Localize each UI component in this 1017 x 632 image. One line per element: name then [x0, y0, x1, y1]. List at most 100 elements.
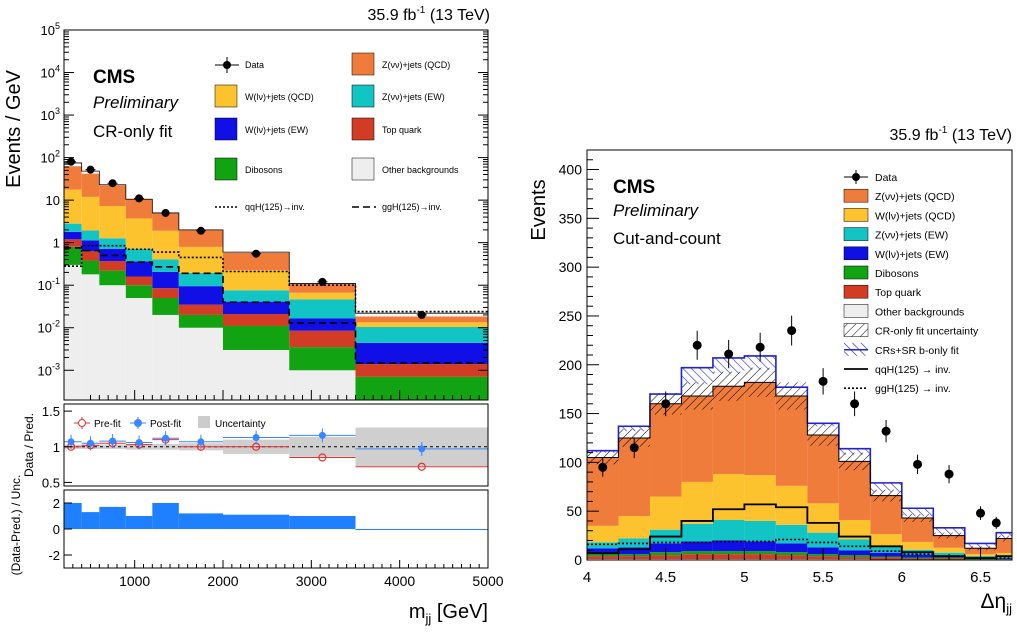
- legend-6-swatch: [214, 157, 238, 181]
- legend-3-swatch: [351, 84, 375, 108]
- y-tick-label: 104: [41, 64, 60, 81]
- bar-top-quark: [355, 364, 488, 377]
- bar-other-backgrounds: [64, 264, 82, 400]
- legend-0-swatch: [223, 61, 231, 69]
- bar-w-l---jets--qcd-: [81, 196, 100, 231]
- x-tick-label: 4.5: [655, 569, 676, 586]
- legend-1-swatch: [843, 188, 869, 203]
- bar-dibosons: [744, 551, 776, 555]
- bar-w-l---jets--qcd-: [587, 525, 619, 543]
- left-legend: Data Z(νν)+jets (QCD) W(lν)+jets (QCD) Z(νν…: [214, 52, 459, 212]
- bonly-hatch: [838, 448, 871, 455]
- postfit-point: [318, 431, 326, 439]
- left-chart: 35.9 fb-1 (13 TeV) 10-310-210-1110102103…: [3, 5, 504, 626]
- ratio-legend-label: Pre-fit: [94, 419, 121, 430]
- legend-1-label: Z(νν)+jets (QCD): [875, 191, 955, 203]
- bar-w-l---jets--qcd-: [681, 481, 713, 524]
- bar-dibosons: [178, 314, 223, 328]
- legend-3-label: Z(νν)+jets (EW): [382, 92, 445, 102]
- pull-bar: [355, 529, 488, 530]
- bonly-hatch: [901, 508, 934, 517]
- data-point: [252, 249, 261, 258]
- legend-8-label: qqH(125)→inv.: [245, 202, 305, 212]
- legend-11-label: ggH(125) → inv.: [875, 383, 951, 395]
- bar-z-----jets--ew-: [681, 523, 713, 542]
- x-tick-label: 6.5: [970, 569, 991, 586]
- bar-w-l---jets--qcd-: [223, 270, 290, 291]
- x-tick-label: 1000: [119, 573, 150, 589]
- data-point: [629, 443, 639, 453]
- bar-z-----jets--qcd-: [64, 166, 82, 190]
- data-point: [991, 518, 1001, 528]
- bar-z-----jets--qcd-: [681, 396, 713, 482]
- bar-w-l---jets--ew-: [81, 240, 100, 252]
- bar-w-l---jets--qcd-: [933, 547, 965, 553]
- prefit-point: [417, 462, 426, 471]
- bar-z-----jets--ew-: [64, 223, 82, 232]
- legend-6-label: Top quark: [875, 287, 922, 299]
- bar-dibosons: [775, 552, 808, 556]
- bar-z-----jets--qcd-: [870, 495, 902, 535]
- right-y-axis-label: Events: [528, 179, 550, 240]
- bar-z-----jets--qcd-: [838, 461, 871, 520]
- legend-7-label: Other backgrounds: [382, 165, 459, 175]
- legend-7-swatch: [351, 157, 375, 181]
- ratio-legend-label: Post-fit: [150, 419, 181, 430]
- right-chart: 35.9 fb-1 (13 TeV) 0 50 100 150 200 250 300 350…: [528, 125, 1013, 616]
- y-tick-label: 50: [566, 503, 582, 519]
- right-legend: Data Z(νν)+jets (QCD) W(lν)+jets (QCD) Z(νν…: [843, 170, 979, 395]
- ggH-signal-line: [64, 247, 488, 364]
- y-tick-label: 250: [559, 308, 583, 324]
- x-tick-label: 4: [583, 569, 591, 586]
- bar-w-l---jets--qcd-: [178, 246, 223, 273]
- bonly-hatch: [681, 367, 713, 385]
- bar-z-----jets--qcd-: [775, 396, 808, 486]
- data-point: [944, 469, 954, 479]
- qqH-signal-line: [64, 244, 488, 313]
- bar-z-----jets--qcd-: [289, 284, 356, 293]
- legend-0-label: Data: [875, 172, 897, 184]
- legend-6-label: Dibosons: [245, 165, 283, 175]
- data-point: [67, 157, 76, 166]
- pull-y-tick-label: 0: [53, 522, 60, 537]
- legend-9-label: CRs+SR b-only fit: [875, 345, 959, 357]
- bar-dibosons: [64, 246, 82, 265]
- y-tick-label: 1: [53, 236, 60, 251]
- data-point: [724, 349, 734, 359]
- bar-z-----jets--ew-: [223, 290, 290, 302]
- x-tick-label: 3000: [296, 573, 327, 589]
- postfit-point: [87, 439, 94, 447]
- left-preliminary-label: Preliminary: [93, 93, 180, 112]
- bar-top-quark: [152, 288, 179, 299]
- y-tick-label: 100: [559, 454, 583, 470]
- left-fit-label: CR-only fit: [93, 122, 173, 141]
- left-lumi: 35.9 fb-1 (13 TeV): [368, 5, 490, 24]
- legend-2-swatch: [843, 208, 869, 222]
- data-point: [108, 179, 117, 188]
- bar-dibosons: [125, 285, 153, 299]
- legend-5-swatch: [843, 265, 869, 280]
- legend-8-swatch: [843, 323, 869, 337]
- bar-w-l---jets--qcd-: [838, 519, 871, 540]
- legend-7-swatch: [843, 304, 869, 318]
- pull-bar: [178, 513, 223, 529]
- bar-top-quark: [81, 251, 100, 261]
- bar-dibosons: [289, 347, 356, 371]
- bonly-hatch: [744, 355, 776, 370]
- bar-w-l---jets--qcd-: [289, 292, 356, 300]
- x-tick-label: 5: [740, 569, 748, 586]
- ratio-legend-swatch: [198, 416, 210, 428]
- x-tick-label: 4000: [384, 573, 415, 589]
- data-point: [692, 340, 702, 350]
- bar-w-l---jets--ew-: [744, 541, 776, 552]
- bonly-hatch: [870, 482, 902, 492]
- bar-dibosons: [355, 376, 488, 400]
- data-point: [161, 208, 170, 217]
- bar-w-l---jets--qcd-: [870, 534, 902, 546]
- bar-z-----jets--ew-: [178, 272, 223, 287]
- postfit-point: [252, 434, 260, 442]
- bar-other-backgrounds: [125, 298, 153, 400]
- bonly-hatch: [618, 426, 650, 432]
- bar-dibosons: [681, 551, 713, 555]
- bar-z-----jets--ew-: [289, 299, 356, 319]
